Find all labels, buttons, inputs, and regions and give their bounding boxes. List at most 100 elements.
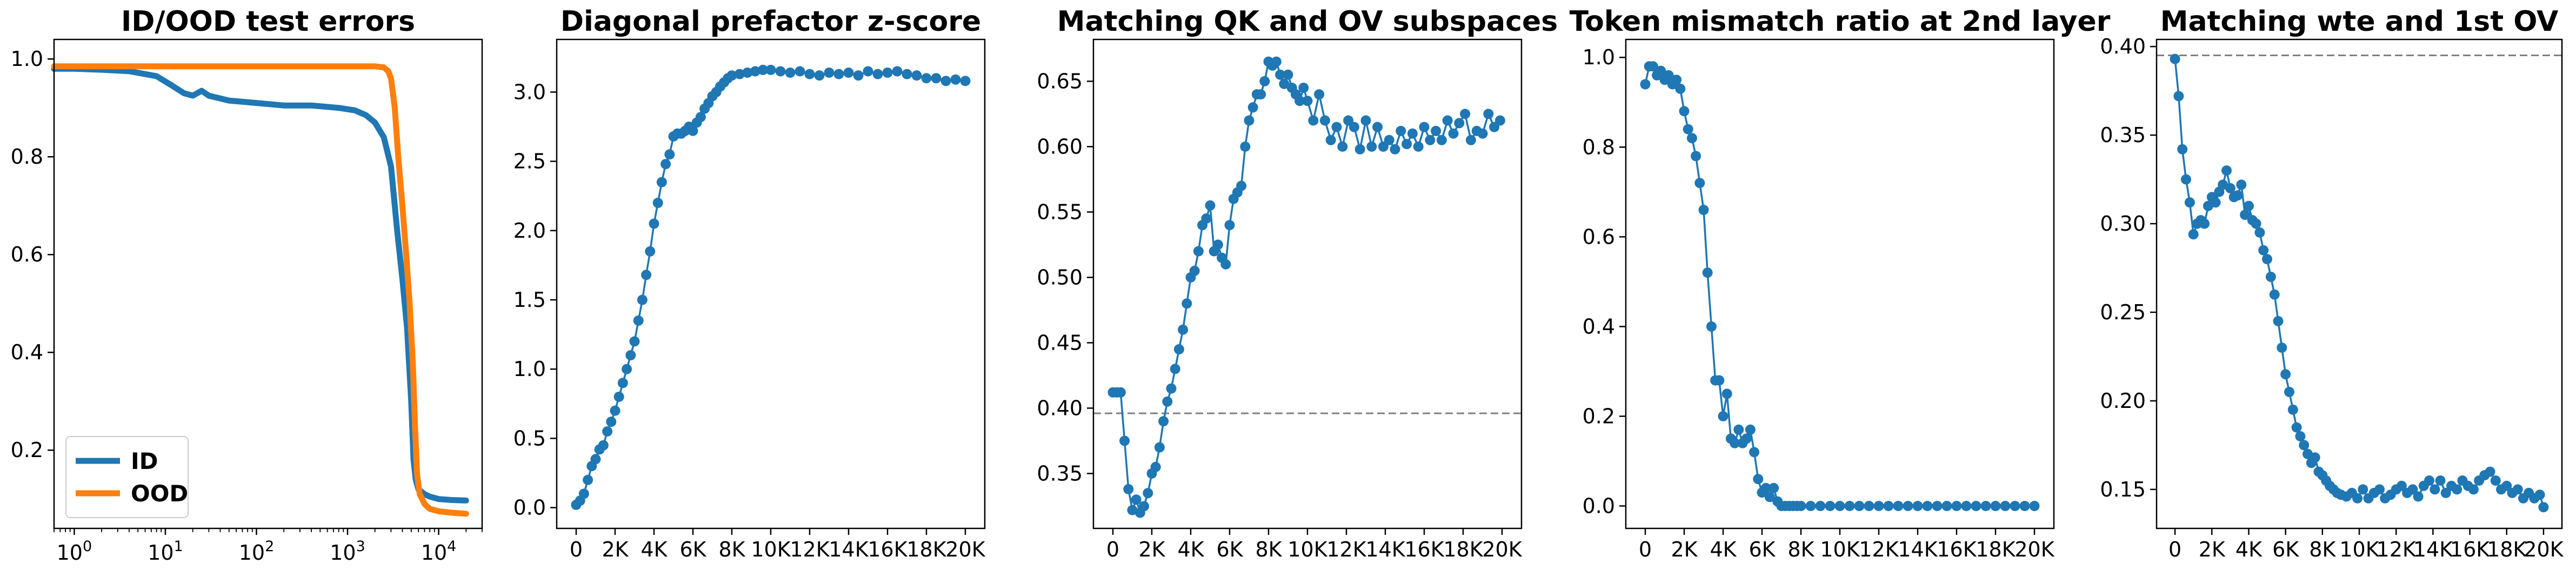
data-point: [1873, 501, 1884, 511]
y-tick-label: 0.40: [1037, 396, 1083, 420]
data-point: [1718, 411, 1729, 421]
data-point: [2184, 197, 2195, 208]
x-tick-label: 8K: [718, 538, 745, 561]
data-point: [2269, 289, 2280, 300]
plot-frame: [53, 38, 483, 529]
data-point: [2225, 183, 2235, 193]
y-tick-label: 1.0: [11, 47, 43, 71]
x-tick-label: 103: [330, 538, 365, 565]
data-point: [617, 378, 628, 388]
data-point: [645, 246, 656, 257]
panel-diagonal-prefactor: Diagonal prefactor z-score 0.0 0.5 1.0 1.5 2.…: [513, 5, 986, 561]
legend: ID OOD: [65, 436, 189, 518]
data-point: [1454, 118, 1465, 129]
data-point: [1407, 128, 1418, 139]
data-point: [1150, 461, 1161, 472]
data-point: [1390, 144, 1400, 155]
data-point: [1319, 115, 1330, 126]
y-tick-label: 0.55: [1037, 200, 1083, 224]
chart-title: Token mismatch ratio at 2nd layer: [1570, 5, 2111, 38]
data-point: [1224, 220, 1235, 231]
data-point: [2277, 343, 2287, 353]
y-tick-label: 1.0: [513, 357, 546, 381]
series-line-id: [51, 65, 469, 504]
x-tick-label: 18K: [2487, 538, 2527, 561]
data-point: [1244, 115, 1254, 126]
data-point: [1178, 324, 1189, 335]
data-point: [2352, 493, 2363, 504]
y-tick-label: 0.6: [11, 243, 43, 266]
data-point: [2468, 484, 2479, 495]
x-tick-label: 12K: [1859, 538, 1899, 561]
y-tick-label: 0.35: [1037, 461, 1083, 485]
data-point: [1640, 79, 1651, 90]
data-point: [1749, 447, 1760, 458]
x-tick-label: 6K: [679, 538, 706, 561]
data-point: [1741, 433, 1752, 444]
x-tick-label: 100: [57, 538, 92, 565]
data-point: [785, 68, 796, 78]
data-point: [1331, 122, 1342, 132]
data-point: [1465, 135, 1476, 145]
data-point: [824, 68, 835, 78]
data-point: [1189, 265, 1200, 276]
data-point: [2181, 174, 2191, 185]
data-point: [1247, 102, 1258, 113]
data-point: [1283, 69, 1293, 80]
data-point: [1240, 141, 1251, 152]
data-point: [882, 68, 893, 78]
data-point: [853, 70, 864, 81]
data-point: [2440, 487, 2451, 498]
data-point: [1425, 135, 1436, 145]
data-point: [583, 474, 593, 485]
plot-frame: [1625, 38, 2055, 529]
x-tick-label: 12K: [1326, 538, 1366, 561]
data-point: [1932, 501, 1943, 511]
data-point: [2232, 190, 2243, 201]
data-point: [775, 66, 786, 77]
data-point: [1402, 139, 1412, 150]
data-point: [2374, 484, 2385, 495]
data-point: [606, 417, 617, 427]
panel-token-mismatch: Token mismatch ratio at 2nd layer 0.0 0.2 0…: [1570, 5, 2111, 561]
data-point: [602, 426, 613, 437]
data-point: [1431, 125, 1442, 136]
data-point: [2244, 200, 2254, 211]
data-point: [1259, 76, 1270, 86]
data-point: [1903, 501, 1913, 511]
data-point: [2273, 316, 2284, 326]
data-point: [2000, 501, 2011, 511]
x-tick-label: 14K: [1365, 538, 1405, 561]
data-point: [2221, 165, 2232, 176]
data-point: [2251, 218, 2261, 229]
data-point: [1308, 115, 1319, 126]
data-point: [1663, 70, 1674, 81]
data-point: [1360, 115, 1371, 126]
data-point: [2291, 422, 2302, 433]
data-point: [1980, 501, 1991, 511]
data-point: [1912, 501, 1923, 511]
data-point: [633, 315, 644, 326]
data-point: [2501, 480, 2512, 491]
data-point: [1656, 65, 1666, 76]
data-point: [1922, 501, 1933, 511]
y-tick-label: 0.4: [1583, 314, 1615, 338]
series-line-0: [575, 69, 966, 506]
data-point: [2512, 484, 2523, 495]
data-point: [1154, 442, 1165, 453]
data-point: [1805, 501, 1816, 511]
data-point: [931, 73, 942, 84]
data-point: [1294, 96, 1305, 106]
y-tick-label: 0.0: [513, 496, 546, 520]
data-point: [1854, 501, 1865, 511]
x-tick-label: 4K: [640, 538, 668, 561]
data-point: [2280, 369, 2291, 380]
data-point: [1714, 375, 1725, 386]
data-point: [1448, 128, 1459, 139]
x-tick-label: 18K: [1443, 538, 1483, 561]
chart-title: Diagonal prefactor z-score: [560, 5, 981, 38]
data-point: [2258, 245, 2269, 256]
data-point: [921, 73, 932, 84]
data-point: [1864, 501, 1874, 511]
x-tick-label: 10K: [1820, 538, 1860, 561]
